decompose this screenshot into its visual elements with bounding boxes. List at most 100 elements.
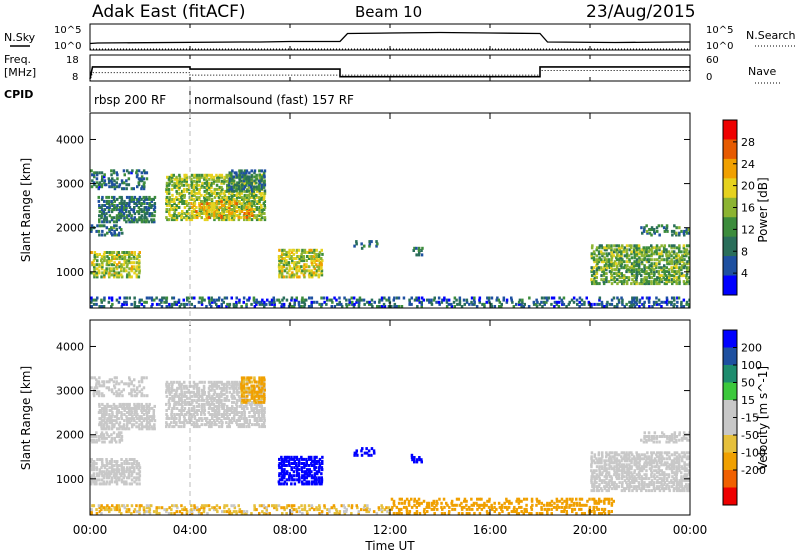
heatmap-cell	[441, 298, 444, 302]
heatmap-cell	[663, 435, 666, 438]
heatmap-cell	[240, 191, 243, 195]
heatmap-cell	[408, 503, 411, 507]
heatmap-cell	[262, 171, 266, 175]
heatmap-cell	[668, 457, 671, 461]
heatmap-cell	[415, 505, 418, 509]
heatmap-cell	[138, 202, 141, 205]
heatmap-cell	[132, 255, 136, 259]
heatmap-cell	[246, 398, 249, 402]
heatmap-cell	[673, 266, 676, 270]
heatmap-cell	[190, 173, 194, 177]
heatmap-cell	[130, 261, 133, 265]
heatmap-cell	[626, 473, 629, 477]
heatmap-cell	[605, 483, 608, 487]
heatmap-cell	[605, 473, 608, 477]
heatmap-cell	[236, 392, 239, 396]
heatmap-cell	[203, 409, 207, 412]
heatmap-cell	[655, 459, 658, 463]
heatmap-cell	[292, 252, 296, 256]
heatmap-cell	[590, 270, 593, 274]
heatmap-cell	[185, 181, 188, 185]
heatmap-cell	[150, 298, 154, 302]
heatmap-cell	[670, 254, 673, 258]
heatmap-cell	[178, 185, 181, 189]
heatmap-cell	[240, 400, 244, 404]
heatmap-cell	[126, 263, 129, 267]
heatmap-cell	[110, 210, 114, 214]
heatmap-cell	[261, 386, 264, 390]
heatmap-cell	[240, 413, 244, 416]
heatmap-cell	[320, 302, 324, 306]
heatmap-cell	[190, 179, 193, 183]
heatmap-cell	[613, 276, 616, 280]
heatmap-cell	[605, 258, 608, 262]
heatmap-cell	[301, 482, 304, 486]
heatmap-cell	[121, 394, 124, 398]
heatmap-cell	[630, 305, 634, 308]
heatmap-cell	[106, 261, 109, 265]
heatmap-cell	[115, 208, 118, 212]
heatmap-cell	[228, 302, 232, 306]
heatmap-cell	[95, 482, 98, 486]
heatmap-cell	[257, 413, 261, 416]
heatmap-cell	[208, 195, 211, 199]
heatmap-cell	[117, 233, 121, 237]
heatmap-cell	[688, 455, 690, 459]
heatmap-cell	[135, 482, 139, 486]
heatmap-cell	[303, 302, 307, 306]
heatmap-cell	[686, 489, 689, 493]
heatmap-cell	[95, 472, 99, 476]
heatmap-cell	[95, 480, 98, 484]
heatmap-cell	[221, 218, 224, 222]
heatmap-cell	[261, 210, 264, 213]
heatmap-cell	[260, 411, 264, 414]
heatmap-cell	[105, 218, 109, 222]
heatmap-cell	[197, 402, 201, 406]
heatmap-cell	[93, 265, 96, 269]
heatmap-cell	[98, 423, 101, 427]
heatmap-cell	[170, 214, 173, 218]
heatmap-cell	[252, 195, 256, 199]
heatmap-cell	[385, 298, 388, 302]
heatmap-cell	[171, 197, 174, 201]
heatmap-cell	[635, 280, 638, 284]
heatmap-cell	[683, 262, 686, 266]
heatmap-cell	[630, 256, 634, 260]
heatmap-cell	[263, 382, 266, 386]
heatmap-cell	[460, 305, 464, 308]
heatmap-cell	[557, 305, 561, 308]
heatmap-cell	[95, 382, 98, 386]
heatmap-cell	[178, 415, 181, 418]
heatmap-cell	[95, 229, 98, 233]
heatmap-cell	[153, 206, 157, 209]
heatmap-cell	[643, 268, 646, 272]
heatmap-cell	[120, 195, 123, 199]
heatmap-cell	[173, 200, 176, 203]
heatmap-cell	[293, 265, 296, 269]
heatmap-cell	[675, 266, 678, 270]
heatmap-cell	[117, 417, 121, 421]
heatmap-cell	[187, 411, 191, 414]
heatmap-cell	[306, 474, 309, 478]
heatmap-cell	[643, 254, 646, 258]
heatmap-cell	[630, 459, 633, 463]
heatmap-cell	[593, 453, 597, 457]
heatmap-cell	[652, 274, 656, 278]
heatmap-cell	[657, 467, 661, 471]
heatmap-cell	[270, 302, 274, 306]
heatmap-cell	[666, 465, 669, 469]
heatmap-cell	[616, 305, 619, 308]
heatmap-cell	[148, 415, 152, 419]
heatmap-cell	[230, 175, 233, 179]
heatmap-cell	[307, 482, 311, 486]
heatmap-cell	[206, 421, 209, 425]
heatmap-cell	[153, 195, 157, 199]
heatmap-cell	[208, 302, 212, 306]
heatmap-cell	[226, 407, 229, 410]
heatmap-cell	[128, 197, 132, 201]
heatmap-cell	[135, 425, 138, 429]
heatmap-cell	[365, 447, 368, 451]
heatmap-cell	[592, 250, 596, 254]
heatmap-cell	[125, 296, 128, 300]
heatmap-cell	[223, 409, 226, 412]
